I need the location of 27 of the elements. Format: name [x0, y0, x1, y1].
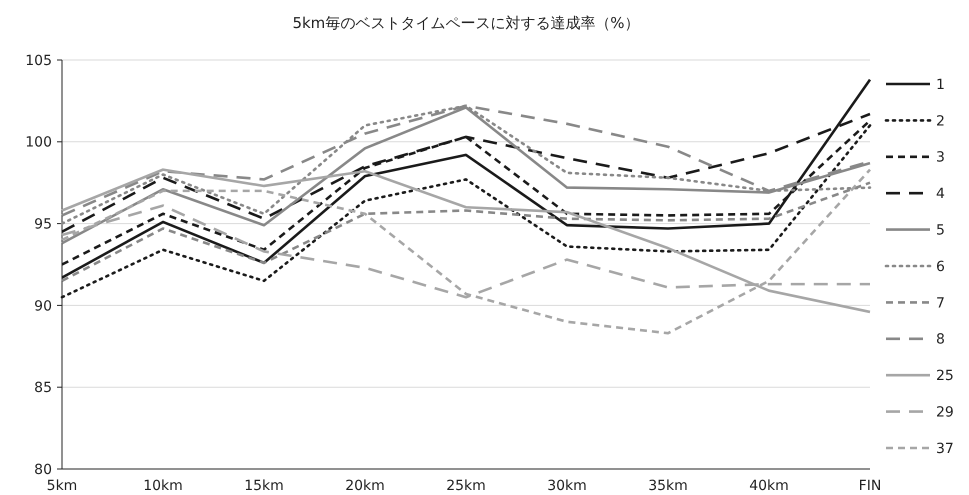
y-tick-label: 95: [34, 216, 52, 232]
y-tick-label: 80: [34, 462, 52, 478]
y-tick-label: 85: [34, 380, 52, 396]
y-tick-label: 90: [34, 298, 52, 314]
y-tick-label: 100: [25, 134, 52, 151]
legend-label: 29: [936, 404, 954, 420]
chart-title: 5km毎のベストタイムペースに対する達成率（%）: [292, 14, 640, 32]
x-tick-label: 30km: [547, 478, 587, 494]
legend-label: 3: [936, 150, 945, 166]
legend-label: 37: [936, 440, 954, 457]
x-tick-label: 40km: [749, 478, 789, 494]
legend-label: 6: [936, 258, 945, 275]
x-tick-label: 20km: [345, 478, 385, 494]
x-tick-label: 10km: [143, 478, 183, 494]
x-tick-label: FIN: [858, 478, 882, 494]
legend-label: 1: [936, 76, 945, 93]
legend-label: 2: [936, 113, 945, 130]
legend-label: 7: [936, 295, 945, 312]
x-tick-label: 5km: [46, 478, 78, 494]
legend-label: 25: [936, 368, 954, 384]
legend-label: 5: [936, 222, 945, 238]
x-tick-label: 25km: [446, 478, 486, 494]
x-tick-label: 35km: [648, 478, 688, 494]
y-tick-label: 105: [25, 52, 52, 69]
legend-label: 4: [936, 186, 945, 202]
legend-label: 8: [936, 332, 945, 348]
x-tick-label: 15km: [244, 478, 284, 494]
